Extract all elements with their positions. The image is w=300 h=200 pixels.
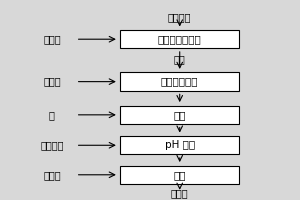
- FancyBboxPatch shape: [120, 72, 239, 91]
- FancyBboxPatch shape: [120, 136, 239, 154]
- Text: 碳酸钠: 碳酸钠: [43, 170, 61, 180]
- Text: 锂矿石粉: 锂矿石粉: [168, 12, 191, 22]
- Text: pH 调整: pH 调整: [165, 140, 195, 150]
- Text: 水: 水: [49, 110, 55, 120]
- FancyBboxPatch shape: [120, 106, 239, 124]
- Text: 氢氧化钠: 氢氧化钠: [40, 140, 64, 150]
- Text: 碳酸锂: 碳酸锂: [171, 188, 188, 198]
- Text: 还原剂: 还原剂: [43, 77, 61, 87]
- Text: 沉锂: 沉锂: [173, 170, 186, 180]
- FancyBboxPatch shape: [120, 30, 239, 48]
- FancyBboxPatch shape: [120, 166, 239, 184]
- Text: 熟料: 熟料: [174, 54, 186, 64]
- Text: 水浸: 水浸: [173, 110, 186, 120]
- Text: 低温硫酸化焙烧: 低温硫酸化焙烧: [158, 34, 202, 44]
- Text: 中温还原焙烧: 中温还原焙烧: [161, 77, 199, 87]
- Text: 浓硫酸: 浓硫酸: [43, 34, 61, 44]
